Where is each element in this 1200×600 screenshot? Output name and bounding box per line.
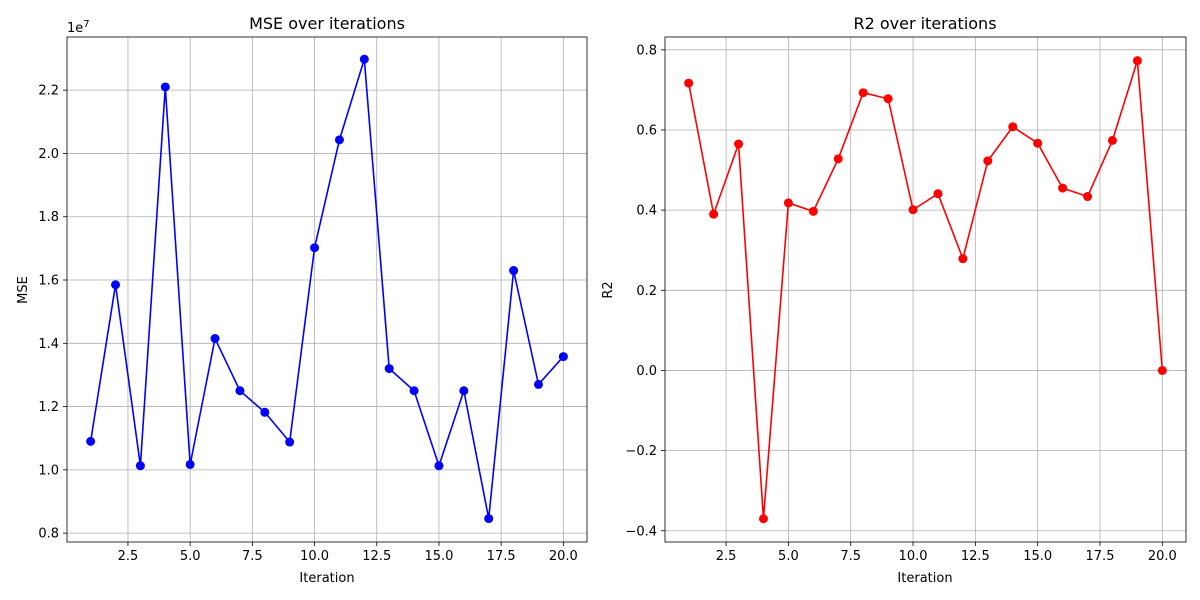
- r2-ticks: 2.5 5.0 7.5 10.0 12.5 15.0 17.5 20.0 −0.4 −0.2 0.0…: [625, 43, 1176, 564]
- r2-x-axis-label: Iteration: [897, 571, 952, 586]
- r2-data-point: [684, 78, 694, 88]
- r2-axes-frame: [664, 36, 1187, 543]
- r2-y-tick-label: −0.2: [625, 444, 657, 459]
- mse-data-point: [484, 514, 494, 524]
- mse-data-point: [434, 461, 444, 471]
- mse-data-point: [459, 386, 469, 396]
- mse-y-tick-label: 1.8: [38, 210, 59, 225]
- mse-series: [86, 54, 568, 524]
- r2-data-point: [933, 189, 943, 199]
- mse-data-point: [235, 386, 245, 396]
- mse-data-point: [310, 243, 320, 253]
- r2-data-point: [808, 206, 818, 216]
- r2-data-point: [1132, 56, 1142, 66]
- mse-y-tick-label: 1.6: [38, 274, 59, 289]
- mse-data-point: [86, 436, 96, 446]
- mse-x-axis-label: Iteration: [299, 571, 354, 586]
- mse-x-tick-label: 17.5: [487, 549, 516, 564]
- r2-data-point: [833, 154, 843, 164]
- r2-y-axis-label: R2: [601, 281, 616, 298]
- mse-data-point: [111, 280, 121, 290]
- r2-data-point: [734, 139, 744, 149]
- r2-y-tick-label: 0.6: [636, 123, 657, 138]
- mse-data-point: [558, 352, 568, 362]
- r2-x-tick-label: 17.5: [1086, 549, 1115, 564]
- r2-data-point: [983, 156, 993, 166]
- mse-x-tick-label: 2.5: [118, 549, 139, 564]
- r2-data-point: [858, 88, 868, 98]
- mse-x-tick-label: 10.0: [300, 549, 329, 564]
- r2-data-point: [1083, 192, 1093, 202]
- mse-axes-frame: [66, 36, 588, 543]
- mse-data-point: [384, 364, 394, 374]
- mse-y-tick-label: 1.2: [38, 400, 59, 415]
- r2-title: R2 over iterations: [853, 14, 996, 33]
- r2-y-tick-label: 0.2: [636, 284, 657, 299]
- r2-data-point: [783, 198, 793, 208]
- mse-y-tick-label: 2.2: [38, 84, 59, 99]
- mse-data-point: [160, 82, 170, 92]
- r2-data-point: [958, 254, 968, 264]
- mse-offset-text: 1e7: [67, 19, 90, 36]
- mse-y-tick-label: 1.0: [38, 463, 59, 478]
- r2-x-tick-label: 15.0: [1023, 549, 1052, 564]
- r2-data-point: [1157, 365, 1167, 375]
- mse-offset-exponent: 7: [83, 19, 89, 30]
- r2-x-tick-label: 5.0: [778, 549, 799, 564]
- mse-ticks: 2.5 5.0 7.5 10.0 12.5 15.0 17.5 20.0 0.8 1.0 1.2 1.…: [38, 84, 578, 564]
- mse-data-point: [533, 379, 543, 389]
- mse-x-tick-label: 7.5: [242, 549, 263, 564]
- mse-data-point: [409, 386, 419, 396]
- mse-data-point: [135, 461, 145, 471]
- mse-y-tick-label: 2.0: [38, 147, 59, 162]
- r2-chart: 2.5 5.0 7.5 10.0 12.5 15.0 17.5 20.0 −0.4 −0.2 0.0…: [601, 14, 1187, 586]
- mse-data-point: [509, 266, 519, 276]
- mse-chart: 2.5 5.0 7.5 10.0 12.5 15.0 17.5 20.0 0.8 1.0 1.2 1.…: [16, 14, 588, 586]
- mse-x-tick-label: 5.0: [180, 549, 201, 564]
- r2-x-tick-label: 12.5: [961, 549, 990, 564]
- r2-data-point: [908, 205, 918, 215]
- r2-data-point: [1107, 135, 1117, 145]
- mse-data-point: [210, 334, 220, 344]
- mse-y-tick-label: 1.4: [38, 337, 59, 352]
- r2-x-tick-label: 2.5: [716, 549, 737, 564]
- mse-data-point: [334, 135, 344, 145]
- r2-data-point: [1058, 183, 1068, 193]
- r2-data-point: [709, 209, 719, 219]
- r2-y-tick-label: −0.4: [625, 524, 657, 539]
- r2-data-point: [883, 94, 893, 104]
- mse-y-axis-label: MSE: [16, 276, 31, 304]
- r2-data-point: [758, 514, 768, 524]
- mse-data-point: [359, 54, 369, 64]
- r2-x-tick-label: 7.5: [840, 549, 861, 564]
- mse-offset-base: 1e: [67, 21, 83, 36]
- r2-y-tick-label: 0.4: [636, 204, 657, 219]
- mse-x-tick-label: 20.0: [549, 549, 578, 564]
- r2-data-point: [1033, 138, 1043, 148]
- mse-data-point: [185, 459, 195, 469]
- r2-x-tick-label: 10.0: [899, 549, 928, 564]
- r2-y-tick-label: 0.8: [636, 43, 657, 58]
- r2-data-point: [1008, 122, 1018, 132]
- mse-x-tick-label: 12.5: [362, 549, 391, 564]
- mse-data-point: [285, 437, 295, 447]
- mse-x-tick-label: 15.0: [424, 549, 453, 564]
- mse-series-line: [89, 58, 564, 520]
- r2-y-tick-label: 0.0: [636, 364, 657, 379]
- r2-series: [684, 56, 1167, 524]
- r2-grid: [665, 37, 1186, 542]
- mse-data-point: [260, 407, 270, 417]
- r2-x-tick-label: 20.0: [1148, 549, 1177, 564]
- mse-y-tick-label: 0.8: [38, 527, 59, 542]
- mse-title: MSE over iterations: [249, 14, 405, 33]
